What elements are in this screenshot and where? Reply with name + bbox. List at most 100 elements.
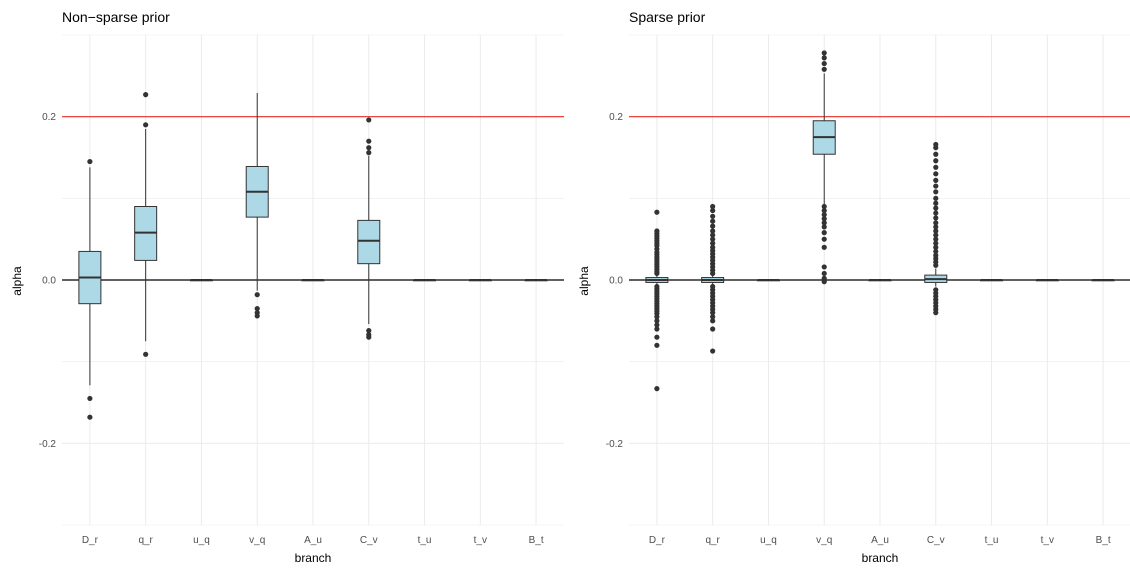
y-tick-label: 0.2 xyxy=(42,112,56,123)
x-tick-label: t_u xyxy=(985,535,999,546)
box-D_r xyxy=(645,209,669,392)
outlier-point xyxy=(654,322,660,328)
box-u_q xyxy=(189,279,213,282)
outlier-point xyxy=(933,195,939,201)
outlier-point xyxy=(821,279,827,285)
outlier-point xyxy=(710,240,716,246)
x-tick-label: A_u xyxy=(304,535,322,546)
box-u_q xyxy=(756,279,780,282)
outlier-point xyxy=(654,318,660,324)
outlier-point xyxy=(821,50,827,56)
x-tick-label: B_t xyxy=(1096,535,1111,546)
box-A_u xyxy=(868,279,892,282)
outlier-point xyxy=(933,224,939,230)
outlier-point xyxy=(143,122,149,128)
x-tick-label: u_q xyxy=(193,535,210,546)
outlier-point xyxy=(366,150,372,156)
box-t_v xyxy=(1035,279,1059,282)
outlier-point xyxy=(821,220,827,226)
box-v_q xyxy=(245,92,269,319)
outlier-point xyxy=(933,151,939,157)
outlier-point xyxy=(933,220,939,226)
outlier-point xyxy=(933,262,939,268)
x-tick-label: v_q xyxy=(816,535,832,546)
box-C_v xyxy=(924,141,948,316)
chart-title: Non−sparse prior xyxy=(62,9,170,25)
box-q_r xyxy=(701,203,725,354)
outlier-point xyxy=(710,236,716,242)
x-tick-label: q_r xyxy=(705,535,720,546)
x-tick-label: A_u xyxy=(871,535,889,546)
outlier-point xyxy=(933,215,939,221)
outlier-point xyxy=(821,230,827,236)
outlier-point xyxy=(933,145,939,151)
x-axis-label: branch xyxy=(862,551,899,565)
outlier-point xyxy=(933,232,939,238)
y-tick-label: 0.0 xyxy=(609,276,623,287)
x-tick-label: D_r xyxy=(649,535,666,546)
outlier-point xyxy=(821,203,827,210)
y-tick-label: -0.2 xyxy=(606,439,624,450)
y-axis-label: alpha xyxy=(10,266,24,296)
outlier-point xyxy=(654,314,660,320)
x-tick-label: v_q xyxy=(249,535,265,546)
box-D_r xyxy=(78,158,102,420)
outlier-point xyxy=(933,189,939,195)
outlier-point xyxy=(654,326,660,332)
outlier-point xyxy=(933,244,939,250)
outlier-point xyxy=(710,232,716,238)
outlier-point xyxy=(87,158,93,165)
outlier-point xyxy=(654,334,660,340)
outlier-point xyxy=(710,223,716,229)
box-B_t xyxy=(524,279,548,282)
outlier-point xyxy=(254,292,260,298)
box-t_v xyxy=(468,279,492,282)
outlier-point xyxy=(710,203,716,210)
outlier-point xyxy=(710,326,716,332)
box-iqr xyxy=(357,219,381,265)
outlier-point xyxy=(933,177,939,183)
outlier-point xyxy=(366,145,372,151)
outlier-point xyxy=(710,314,716,320)
outlier-point xyxy=(254,305,260,312)
box-t_u xyxy=(980,279,1004,282)
outlier-point xyxy=(821,212,827,218)
chart-title: Sparse prior xyxy=(629,9,706,25)
outlier-point xyxy=(710,218,716,224)
box-B_t xyxy=(1091,279,1115,282)
outlier-point xyxy=(654,270,660,277)
x-tick-label: t_v xyxy=(474,535,487,546)
x-tick-label: B_t xyxy=(529,535,544,546)
box-C_v xyxy=(357,117,381,340)
x-tick-label: D_r xyxy=(82,535,99,546)
outlier-point xyxy=(933,183,939,189)
outlier-point xyxy=(710,348,716,354)
outlier-point xyxy=(933,248,939,255)
outlier-point xyxy=(87,414,93,420)
outlier-point xyxy=(821,207,827,214)
x-tick-label: u_q xyxy=(760,535,777,546)
y-tick-label: -0.2 xyxy=(39,439,57,450)
outlier-point xyxy=(87,395,93,402)
outlier-point xyxy=(933,171,939,177)
outlier-point xyxy=(654,209,660,215)
outlier-point xyxy=(933,210,939,216)
outlier-point xyxy=(933,200,939,206)
panel-non-sparse-prior: Non−sparse prior -0.2 0.0 0.2 D_r q_r u_q v_q… xyxy=(10,9,564,565)
outlier-point xyxy=(366,117,372,123)
outlier-point xyxy=(710,270,716,277)
box-v_q xyxy=(812,50,836,285)
outlier-point xyxy=(366,328,372,334)
outlier-point xyxy=(821,224,827,230)
x-tick-label: t_v xyxy=(1041,535,1054,546)
y-tick-label: 0.2 xyxy=(609,112,623,123)
outlier-point xyxy=(654,386,660,392)
y-axis-label: alpha xyxy=(577,266,591,296)
x-axis-label: branch xyxy=(295,551,332,565)
outlier-point xyxy=(933,240,939,246)
outlier-point xyxy=(933,310,939,316)
box-t_u xyxy=(413,279,437,282)
outlier-point xyxy=(143,92,149,98)
outlier-point xyxy=(933,164,939,170)
